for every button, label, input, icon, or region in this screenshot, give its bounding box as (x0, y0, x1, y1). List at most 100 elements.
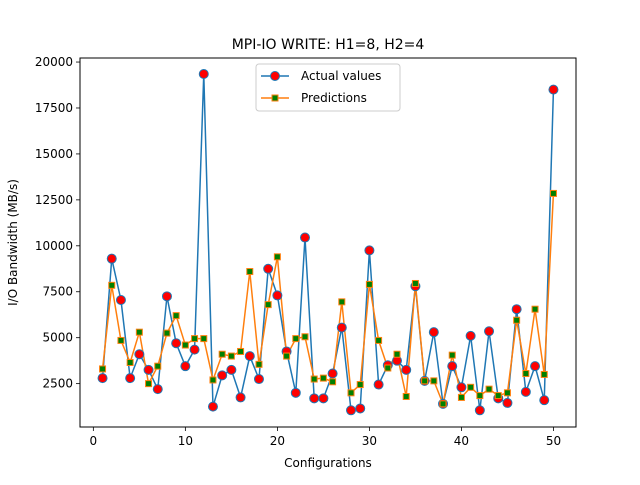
x-tick-label: 10 (178, 434, 193, 448)
data-point-predictions (375, 336, 383, 344)
y-tick-label: 17500 (35, 101, 73, 115)
data-point-actual-values (263, 263, 274, 274)
y-tick-label: 15000 (35, 147, 73, 161)
data-point-actual-values (511, 304, 522, 315)
data-point-actual-values (539, 395, 550, 406)
data-point-predictions (191, 335, 199, 343)
legend-predictions-marker (271, 94, 279, 102)
data-point-predictions (347, 389, 355, 397)
data-point-predictions (246, 268, 254, 276)
data-point-actual-values (318, 393, 329, 404)
data-point-actual-values (244, 351, 255, 362)
data-point-predictions (237, 347, 245, 355)
data-point-predictions (549, 189, 557, 197)
x-tick-label: 20 (270, 434, 285, 448)
data-point-actual-values (290, 387, 301, 398)
data-point-actual-values (447, 361, 458, 372)
data-point-predictions (439, 400, 447, 408)
data-point-predictions (292, 335, 300, 343)
data-point-predictions (172, 312, 180, 320)
data-point-actual-values (198, 68, 209, 79)
data-point-actual-values (309, 393, 320, 404)
y-tick-label: 10000 (35, 239, 73, 253)
x-tick-label: 40 (454, 434, 469, 448)
data-point-predictions (485, 385, 493, 393)
data-point-predictions (531, 305, 539, 313)
data-point-actual-values (456, 382, 467, 393)
data-point-predictions (264, 301, 272, 309)
x-tick-label: 50 (546, 434, 561, 448)
data-point-actual-values (327, 368, 338, 379)
data-point-actual-values (299, 232, 310, 243)
data-point-actual-values (428, 327, 439, 338)
data-point-actual-values (502, 397, 513, 408)
chart-title: MPI-IO WRITE: H1=8, H2=4 (232, 37, 425, 53)
data-point-predictions (145, 380, 153, 388)
data-point-actual-values (253, 374, 264, 385)
axes-frame (79, 57, 577, 428)
data-point-predictions (209, 376, 217, 384)
x-tick-label: 30 (362, 434, 377, 448)
data-point-predictions (540, 370, 548, 378)
y-tick-label: 5000 (42, 331, 73, 345)
data-point-predictions (218, 350, 226, 358)
data-point-actual-values (272, 290, 283, 301)
x-axis-label: Configurations (284, 456, 372, 470)
data-point-predictions (108, 281, 116, 289)
data-point-predictions (384, 364, 392, 372)
data-point-predictions (522, 370, 530, 378)
legend: Actual values Predictions (255, 63, 401, 112)
data-point-predictions (329, 378, 337, 386)
data-point-actual-values (364, 245, 375, 256)
y-tick-label: 12500 (35, 193, 73, 207)
y-axis-label: I/O Bandwidth (MB/s) (6, 179, 20, 306)
data-point-predictions (163, 329, 171, 337)
legend-predictions-label: Predictions (301, 91, 367, 105)
data-point-predictions (135, 328, 143, 336)
data-point-predictions (430, 377, 438, 385)
x-axis: 0 10 20 30 40 50 (90, 427, 561, 448)
data-point-actual-values (355, 403, 366, 414)
data-point-actual-values (143, 364, 154, 375)
data-point-predictions (117, 336, 125, 344)
data-point-predictions (476, 392, 484, 400)
data-point-predictions (126, 358, 134, 366)
y-tick-label: 7500 (42, 285, 73, 299)
x-tick-label: 0 (90, 434, 98, 448)
data-point-actual-values (161, 291, 172, 302)
data-point-actual-values (530, 361, 541, 372)
data-point-predictions (365, 280, 373, 288)
data-point-predictions (467, 383, 475, 391)
data-point-actual-values (115, 295, 126, 306)
data-point-actual-values (373, 379, 384, 390)
y-axis: 2500 5000 7500 10000 12500 15000 17500 20000 (35, 55, 80, 391)
data-point-predictions (402, 392, 410, 400)
data-point-predictions (457, 393, 465, 401)
legend-box (255, 63, 401, 112)
data-point-predictions (181, 341, 189, 349)
data-point-predictions (411, 279, 419, 287)
data-point-predictions (301, 333, 309, 341)
data-point-actual-values (401, 364, 412, 375)
data-point-predictions (255, 360, 263, 368)
data-point-predictions (338, 298, 346, 306)
y-tick-label: 20000 (35, 55, 73, 69)
data-point-actual-values (226, 364, 237, 375)
data-point-predictions (356, 381, 364, 389)
data-point-actual-values (346, 405, 357, 416)
data-point-predictions (448, 351, 456, 359)
data-point-predictions (283, 352, 291, 360)
plot-area (97, 68, 559, 416)
data-point-predictions (273, 253, 281, 261)
data-point-actual-values (152, 384, 163, 395)
data-point-actual-values (235, 392, 246, 403)
data-point-predictions (393, 350, 401, 358)
data-point-predictions (154, 362, 162, 370)
data-point-actual-values (474, 405, 485, 416)
data-point-actual-values (484, 326, 495, 337)
data-point-predictions (494, 392, 502, 400)
data-point-actual-values (207, 401, 218, 412)
legend-actual-marker (270, 71, 280, 81)
